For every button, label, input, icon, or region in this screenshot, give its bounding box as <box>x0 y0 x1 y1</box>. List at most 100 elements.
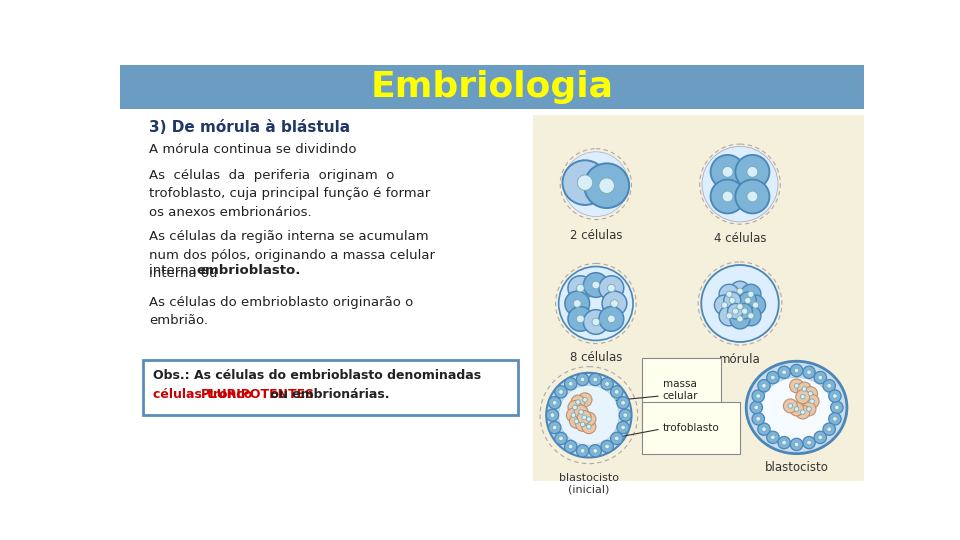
Circle shape <box>563 160 608 205</box>
Ellipse shape <box>759 377 834 445</box>
Circle shape <box>546 373 632 457</box>
Circle shape <box>587 417 591 421</box>
Circle shape <box>794 407 799 411</box>
Circle shape <box>794 368 799 373</box>
Circle shape <box>621 425 625 430</box>
Circle shape <box>790 438 803 450</box>
Text: trofoblasto: trofoblasto <box>662 423 719 433</box>
Text: interna ou: interna ou <box>150 264 222 277</box>
Circle shape <box>754 405 758 410</box>
Circle shape <box>546 409 559 421</box>
Circle shape <box>572 405 577 410</box>
Circle shape <box>579 410 584 414</box>
Circle shape <box>767 431 780 443</box>
Circle shape <box>576 315 585 323</box>
Circle shape <box>573 300 581 307</box>
Circle shape <box>552 401 557 405</box>
Text: blastocisto: blastocisto <box>764 461 828 474</box>
Circle shape <box>710 179 745 213</box>
Text: ou embrionárias.: ou embrionárias. <box>266 388 389 401</box>
Circle shape <box>778 366 790 379</box>
Circle shape <box>564 440 577 453</box>
Circle shape <box>559 385 619 445</box>
Circle shape <box>789 379 804 393</box>
Circle shape <box>802 387 806 392</box>
Circle shape <box>747 166 757 177</box>
Circle shape <box>569 414 584 428</box>
Circle shape <box>726 291 732 298</box>
Circle shape <box>818 435 823 440</box>
Circle shape <box>719 306 739 326</box>
Circle shape <box>752 390 764 402</box>
Circle shape <box>559 389 564 394</box>
Circle shape <box>576 284 585 292</box>
Circle shape <box>619 409 632 421</box>
Circle shape <box>568 381 573 386</box>
Circle shape <box>587 424 591 429</box>
Circle shape <box>599 276 624 300</box>
Circle shape <box>614 436 619 441</box>
Circle shape <box>757 423 770 435</box>
Circle shape <box>611 432 623 444</box>
Circle shape <box>756 394 760 399</box>
Circle shape <box>584 309 609 334</box>
Circle shape <box>568 401 582 414</box>
Circle shape <box>741 308 748 314</box>
Circle shape <box>552 425 557 430</box>
Text: mórula: mórula <box>719 353 761 366</box>
Circle shape <box>577 410 591 424</box>
Circle shape <box>798 382 811 396</box>
Circle shape <box>621 401 625 405</box>
Circle shape <box>728 303 743 319</box>
Circle shape <box>701 265 779 342</box>
Circle shape <box>803 366 815 379</box>
Circle shape <box>823 380 835 392</box>
Circle shape <box>767 372 780 384</box>
Circle shape <box>548 396 561 409</box>
Circle shape <box>731 298 750 316</box>
Circle shape <box>827 383 831 388</box>
Circle shape <box>559 436 564 441</box>
Circle shape <box>789 402 804 416</box>
Circle shape <box>568 444 573 449</box>
Circle shape <box>756 416 760 421</box>
Circle shape <box>589 373 601 386</box>
Circle shape <box>605 444 610 449</box>
Text: As  células  da  periferia  originam  o
trofoblasto, cuja principal função é for: As células da periferia originam o trofo… <box>150 168 431 219</box>
Circle shape <box>599 178 614 193</box>
Circle shape <box>783 399 798 413</box>
Circle shape <box>814 431 827 443</box>
Circle shape <box>623 413 628 417</box>
Circle shape <box>761 383 766 388</box>
Circle shape <box>794 383 799 388</box>
Circle shape <box>722 191 733 202</box>
Circle shape <box>571 395 585 409</box>
Circle shape <box>726 313 732 319</box>
Circle shape <box>730 309 750 329</box>
Ellipse shape <box>746 361 847 454</box>
Circle shape <box>611 386 623 398</box>
Circle shape <box>581 422 585 427</box>
Circle shape <box>753 302 758 308</box>
Circle shape <box>832 394 837 399</box>
Circle shape <box>781 370 786 375</box>
Circle shape <box>796 405 809 419</box>
Circle shape <box>771 435 776 440</box>
Circle shape <box>719 284 739 304</box>
Circle shape <box>580 377 585 382</box>
Text: PLURIPOTENTES: PLURIPOTENTES <box>201 388 315 401</box>
Circle shape <box>737 288 743 294</box>
Circle shape <box>832 416 837 421</box>
Circle shape <box>548 421 561 434</box>
Circle shape <box>794 442 799 447</box>
Circle shape <box>599 307 624 331</box>
Circle shape <box>592 318 600 326</box>
Text: células-tronco: células-tronco <box>153 388 256 401</box>
Circle shape <box>576 417 589 431</box>
Circle shape <box>617 421 630 434</box>
Circle shape <box>617 396 630 409</box>
Circle shape <box>714 295 734 315</box>
Text: 2 células: 2 células <box>569 229 622 242</box>
Circle shape <box>757 380 770 392</box>
Circle shape <box>803 436 815 449</box>
